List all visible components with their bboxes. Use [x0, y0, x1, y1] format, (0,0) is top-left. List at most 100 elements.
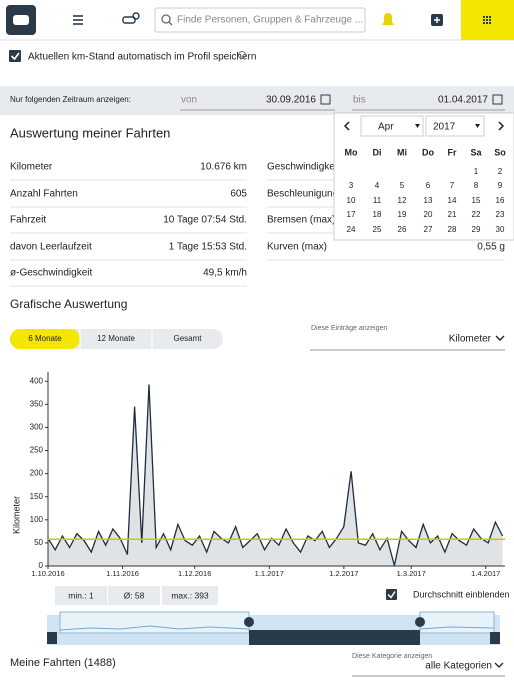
day[interactable]: 5	[400, 181, 405, 190]
day[interactable]: 25	[373, 225, 382, 234]
range-navigator[interactable]	[47, 611, 500, 645]
weekday: Mo	[345, 147, 358, 157]
from-date[interactable]: 30.09.2016	[266, 95, 316, 106]
checkmark	[387, 591, 396, 599]
day[interactable]: 11	[373, 196, 382, 205]
stat-box	[108, 586, 160, 605]
navigator-window	[59, 611, 250, 634]
day[interactable]: 6	[426, 181, 431, 190]
category-select-value[interactable]: alle Kategorien	[425, 661, 492, 672]
tab[interactable]: 6 Monate	[28, 334, 62, 343]
day[interactable]: 22	[472, 210, 481, 219]
month-select[interactable]	[360, 115, 424, 137]
from-calendar-icon[interactable]	[320, 94, 331, 105]
vehicles-icon[interactable]	[122, 12, 140, 24]
x-tick-label: 1.11.2016	[106, 569, 139, 578]
stat-value: 1 Tage 15:53 Std.	[169, 242, 247, 253]
navigator-handle[interactable]	[244, 617, 254, 627]
category-select-label: Diese Kategorie anzeigen	[352, 653, 432, 660]
stat-label: Geschwindigkeit	[267, 162, 340, 173]
category-select-arrow	[494, 662, 504, 668]
day[interactable]: 27	[424, 225, 433, 234]
day[interactable]: 3	[349, 181, 354, 190]
tab-active	[10, 329, 80, 349]
info-icon[interactable]	[238, 51, 246, 59]
day[interactable]: 13	[424, 196, 433, 205]
apps-icon	[483, 16, 491, 24]
tab[interactable]: Gesamt	[173, 334, 202, 343]
year-select[interactable]	[425, 115, 485, 137]
day[interactable]: 16	[496, 196, 505, 205]
day[interactable]: 21	[448, 210, 457, 219]
search-icon	[161, 14, 173, 26]
weekday: Fr	[448, 147, 457, 157]
day[interactable]: 20	[424, 210, 433, 219]
graph-title: Grafische Auswertung	[10, 297, 127, 311]
notification-icon[interactable]	[382, 13, 394, 25]
summary-title: Auswertung meiner Fahrten	[10, 125, 170, 140]
day[interactable]: 18	[373, 210, 382, 219]
entries-select-value[interactable]: Kilometer	[449, 334, 492, 345]
day[interactable]: 24	[347, 225, 356, 234]
day[interactable]: 8	[474, 181, 479, 190]
stat-text: max.: 393	[171, 590, 209, 600]
x-tick-label: 1.3.2017	[397, 569, 426, 578]
navigator-window	[419, 611, 495, 634]
year: 2017	[433, 122, 456, 133]
day[interactable]: 30	[496, 225, 505, 234]
x-tick-label: 1.10.2016	[31, 569, 64, 578]
y-tick-label: 250	[30, 446, 44, 455]
y-tick-label: 350	[30, 399, 44, 408]
day[interactable]: 28	[448, 225, 457, 234]
day[interactable]: 26	[398, 225, 407, 234]
prev-month[interactable]	[343, 121, 350, 131]
stat-label: Kilometer	[10, 162, 53, 173]
day[interactable]: 1	[474, 167, 479, 176]
month-arrow	[415, 124, 420, 128]
year-arrow	[475, 124, 480, 128]
y-tick-label: 300	[30, 423, 44, 432]
day[interactable]: 10	[347, 196, 356, 205]
stat-label: Kurven (max)	[267, 242, 327, 253]
stat-label: ø-Geschwindigkeit	[10, 268, 92, 279]
weekday: Mi	[397, 147, 407, 157]
navigator-scroll-left[interactable]	[47, 632, 57, 644]
auto-km-checkbox[interactable]	[9, 50, 21, 62]
day[interactable]: 4	[375, 181, 380, 190]
day[interactable]: 7	[450, 181, 455, 190]
day[interactable]: 12	[398, 196, 407, 205]
to-calendar-icon[interactable]	[492, 94, 503, 105]
day[interactable]: 19	[398, 210, 407, 219]
to-date[interactable]: 01.04.2017	[438, 95, 488, 106]
stat-value: 605	[230, 189, 247, 200]
menu-icon[interactable]	[73, 15, 83, 25]
navigator-handle[interactable]	[415, 617, 425, 627]
day[interactable]: 23	[496, 210, 505, 219]
x-tick-label: 1.12.2016	[178, 569, 211, 578]
day[interactable]: 2	[498, 167, 503, 176]
next-month[interactable]	[498, 121, 505, 131]
day[interactable]: 9	[498, 181, 503, 190]
search-box[interactable]	[154, 7, 366, 33]
average-checkbox[interactable]	[386, 589, 397, 600]
navigator-selection	[249, 630, 420, 645]
navigator-scroll-right[interactable]	[490, 632, 500, 644]
logo-car	[13, 15, 29, 25]
stat-text: Ø: 58	[124, 590, 145, 600]
day[interactable]: 17	[347, 210, 356, 219]
stat-box	[162, 586, 218, 605]
chart: Kilometer 0 50 100 150 200 250 300 350 400 1.10.20…	[11, 372, 505, 578]
x-tick-label: 1.4.2017	[471, 569, 500, 578]
day[interactable]: 15	[472, 196, 481, 205]
day[interactable]: 29	[472, 225, 481, 234]
tabs: 6 Monate 12 Monate Gesamt	[10, 329, 202, 349]
stat-value: 0,55 g	[477, 242, 505, 253]
stat-label: Fahrzeit	[10, 215, 46, 226]
add-icon-plus	[434, 17, 440, 23]
day[interactable]: 14	[448, 196, 457, 205]
stat-box	[55, 586, 107, 605]
checkmark	[10, 52, 20, 61]
stat-label: Beschleunigung	[267, 189, 338, 200]
weekday: Sa	[470, 147, 482, 157]
tab[interactable]: 12 Monate	[97, 334, 135, 343]
